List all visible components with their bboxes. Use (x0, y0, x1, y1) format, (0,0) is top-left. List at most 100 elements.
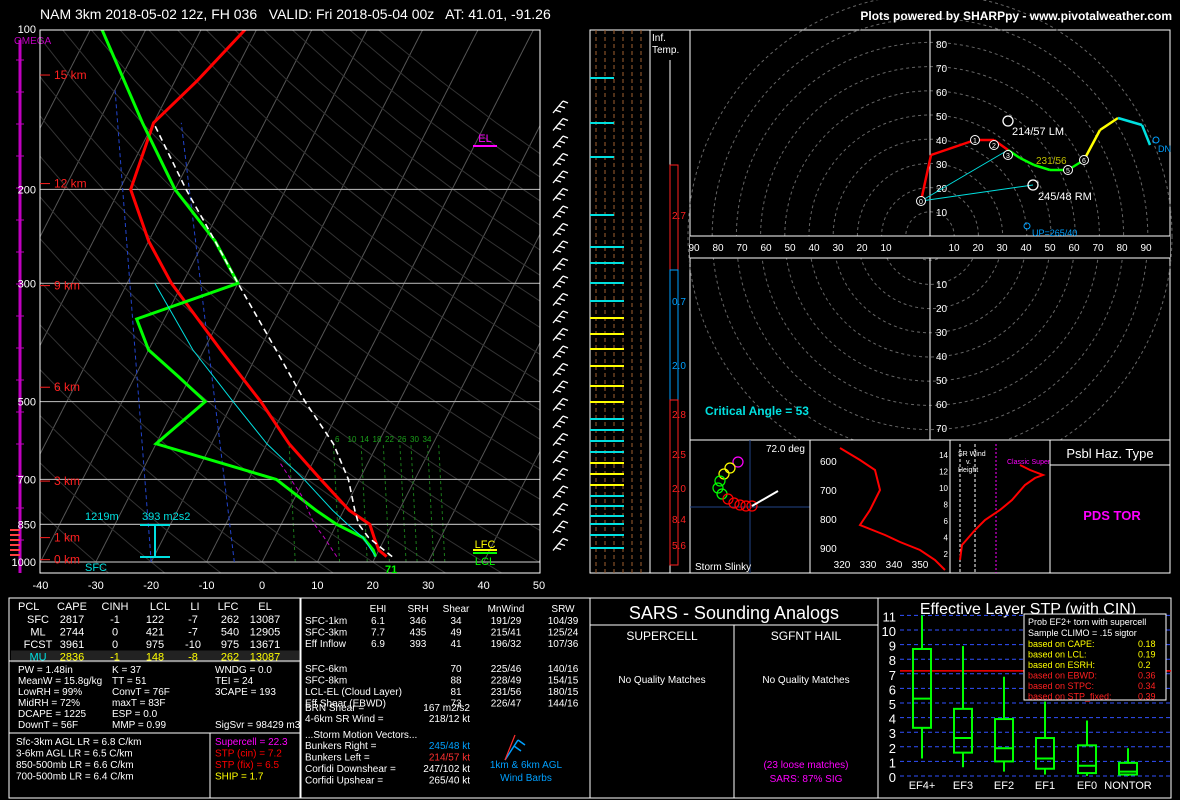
dry-adiabat (40, 324, 334, 573)
stp-ytick: 3 (889, 726, 896, 741)
wind-barb-flag (554, 371, 562, 376)
wind-barb-flag (562, 152, 569, 157)
wind-barb-shaft (552, 503, 564, 516)
sars-title: SARS - Sounding Analogs (629, 603, 839, 623)
wind-barb-flag (562, 117, 569, 122)
wind-barb (552, 310, 569, 324)
wind-barb (552, 362, 569, 376)
wind-barb-shaft (552, 415, 564, 429)
stp-ytick: 11 (883, 609, 897, 624)
wind-barb-shaft (552, 293, 564, 306)
critical-angle-label: Critical Angle = 53 (705, 404, 809, 418)
stp-category: EF4+ (909, 780, 936, 792)
kin-cell: 49 (450, 628, 462, 639)
hodo-point-label: 6 (1082, 158, 1086, 165)
kin-row-label: SFC-6km (305, 664, 347, 675)
parcel-cell: 540 (221, 627, 239, 639)
stp-box (1118, 748, 1138, 776)
wind-barb-flag (554, 144, 562, 148)
pressure-tick-label: 850 (18, 519, 36, 531)
stp-legend-label: based on ESRH: (1028, 660, 1095, 670)
stp-category: NONTOR (1104, 780, 1152, 792)
parcel-cell: 0 (112, 639, 118, 651)
kinematics-frame (300, 597, 591, 799)
wind-barb-flag (562, 380, 569, 384)
stp-category: EF0 (1077, 780, 1097, 792)
temp-tick-label: 50 (533, 580, 545, 592)
parcel-cell: -1 (110, 614, 120, 626)
stp-box-rect (1035, 737, 1055, 770)
srwind-ytick: 8 (944, 501, 949, 510)
skewt-plot-area (40, 30, 540, 573)
wind-barb-flag (562, 275, 569, 279)
kin-cell: 393 (410, 639, 427, 650)
stp-box (994, 676, 1014, 772)
kin-row-label: LCL-EL (Cloud Layer) (305, 687, 402, 698)
wind-barb-flag (558, 385, 566, 389)
wind-barb-flag (562, 170, 569, 174)
wind-barb-shaft (552, 258, 564, 271)
dry-adiabat (40, 280, 391, 573)
mixing-ratio-label: 22 (385, 435, 394, 444)
wind-barb-flag (562, 222, 569, 227)
hodo-tick-label: 10 (880, 243, 892, 254)
inflow-vector (920, 184, 1034, 202)
pressure-tick-label: 700 (18, 474, 36, 486)
theta-pressure-label: 600 (820, 457, 837, 468)
wind-barb-flag (558, 140, 566, 144)
wind-barb-shaft (552, 310, 564, 324)
parcel-cell: 122 (146, 614, 164, 626)
stp-box (1077, 720, 1097, 776)
hodo-tick-label: 60 (936, 400, 948, 411)
hodo-point (989, 140, 999, 150)
kin-cell: 81 (450, 687, 462, 698)
hodo-tick-label: 70 (936, 424, 948, 435)
wind-barb (552, 117, 569, 131)
page-title: NAM 3km 2018-05-02 12z, FH 036 VALID: Fr… (40, 6, 551, 22)
wind-barb-flag (554, 284, 562, 288)
theta-xtick: 320 (834, 560, 851, 571)
kin-cell: 88 (450, 676, 462, 687)
wind-barb-flag (562, 450, 569, 454)
kin-cell: 70 (450, 664, 462, 675)
isotherm-line (316, 124, 540, 563)
vector-value: 247/102 kt (423, 764, 470, 775)
parcel-cell: SFC (27, 614, 49, 626)
kin-cell: 104/39 (548, 616, 579, 627)
wind-barb (552, 292, 569, 306)
wind-barb-flag (554, 476, 562, 481)
inferred-temp-value: 8.4 (672, 515, 686, 526)
wind-barb (552, 275, 569, 289)
wind-barb (552, 520, 569, 534)
hodo-point-label: 3 (1006, 153, 1010, 160)
wind-barb (552, 432, 569, 446)
vector-label: Bunkers Right = (305, 741, 377, 752)
wind-barb-shaft (552, 468, 564, 481)
kin-row-label: SFC-8km (305, 676, 347, 687)
srwind-profile (959, 464, 1046, 561)
temp-tick-label: 0 (259, 580, 265, 592)
mu-row-highlight (11, 650, 299, 663)
stp-ytick: 1 (889, 755, 896, 770)
hodo-segment (1140, 124, 1152, 146)
el-label: EL (478, 133, 491, 145)
parcel-cell: 2836 (60, 652, 84, 664)
inflow-vector (920, 149, 1009, 202)
mixing-ratio-label: 30 (410, 435, 419, 444)
lfc-label: LFC (475, 539, 496, 551)
kin-cell: 73 (450, 699, 462, 710)
kin-cell: 191/29 (491, 616, 522, 627)
composite-index: STP (fix) = 6.5 (215, 760, 279, 771)
vector-label: Corfidi Upshear = (305, 776, 383, 787)
stp-legend-label: based on LCL: (1028, 650, 1087, 660)
wind-barb-flag (562, 257, 569, 262)
srwind-ytick: 2 (944, 550, 949, 559)
kin-cell: 34 (450, 616, 462, 627)
wind-barb (552, 135, 569, 149)
reference-isotherm (180, 122, 235, 563)
pressure-tick-label: 1000 (12, 557, 36, 569)
mixing-ratio-line (427, 443, 435, 563)
hodo-tick-label: 20 (936, 304, 948, 315)
credit-text: Plots powered by SHARPpy - www.pivotalwe… (860, 9, 1172, 23)
slinky-circle (722, 493, 734, 505)
